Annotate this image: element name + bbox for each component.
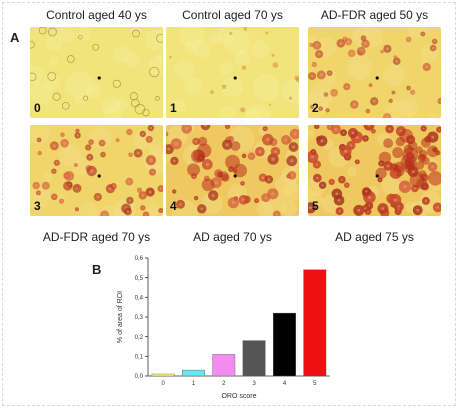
x-tick-label: 1 — [192, 381, 196, 387]
bar-chart-svg: % of area of ROI ORO score 0,0 0,1 0,2 0,3 0… — [117, 256, 330, 400]
score-label-4: 4 — [170, 199, 177, 213]
x-tick-label: 0 — [162, 381, 166, 387]
micrograph-0: 0 — [30, 27, 163, 118]
micrograph-image — [166, 27, 299, 118]
caption-3: AD-FDR aged 70 ys — [42, 230, 151, 244]
caption-1: Control aged 70 ys — [182, 8, 283, 22]
y-tick-label: 0,4 — [135, 296, 144, 302]
bar-score-1 — [182, 369, 205, 377]
score-label-1: 1 — [170, 101, 177, 115]
caption-5: AD aged 75 ys — [335, 230, 414, 244]
bar-score-4 — [273, 312, 296, 377]
caption-0: Control aged 40 ys — [46, 8, 147, 22]
x-axis-label: ORO score — [221, 393, 256, 400]
panel-a-label: A — [10, 30, 20, 45]
y-tick-label: 0,6 — [135, 256, 144, 262]
micrograph-5: 5 — [308, 125, 441, 216]
micrograph-2: 2 — [308, 27, 441, 118]
score-label-5: 5 — [312, 199, 319, 213]
figure-border — [2, 2, 456, 406]
micrograph-image — [308, 125, 441, 216]
y-tick-label: 0,3 — [135, 315, 144, 321]
caption-4: AD aged 70 ys — [193, 230, 272, 244]
bar-score-0 — [151, 373, 175, 377]
y-tick-label: 0,5 — [135, 276, 144, 282]
micrograph-image — [166, 125, 299, 216]
y-tick-label: 0,1 — [135, 355, 144, 361]
score-label-2: 2 — [312, 101, 319, 115]
bar-score-5 — [303, 269, 327, 377]
x-tick-label: 4 — [283, 381, 287, 387]
y-tick-label: 0,0 — [135, 374, 144, 380]
score-label-3: 3 — [34, 199, 41, 213]
x-tick-label: 2 — [222, 381, 226, 387]
x-tick-label: 3 — [253, 381, 257, 387]
bar-chart: % of area of ROI ORO score 0,0 0,1 0,2 0,3 0… — [100, 252, 340, 408]
micrograph-image — [30, 125, 163, 216]
y-tick-label: 0,2 — [135, 335, 144, 341]
micrograph-4: 4 — [166, 125, 299, 216]
micrograph-image — [30, 27, 163, 118]
bar-score-2 — [212, 354, 236, 377]
caption-2: AD-FDR aged 50 ys — [320, 8, 429, 22]
micrograph-image — [308, 27, 441, 118]
micrograph-3: 3 — [30, 125, 163, 216]
x-tick-label: 5 — [313, 381, 317, 387]
panel-b-label: B — [92, 262, 102, 277]
y-axis-label: % of area of ROI — [117, 291, 124, 343]
micrograph-1: 1 — [166, 27, 299, 118]
bar-score-3 — [242, 340, 266, 377]
score-label-0: 0 — [34, 101, 41, 115]
